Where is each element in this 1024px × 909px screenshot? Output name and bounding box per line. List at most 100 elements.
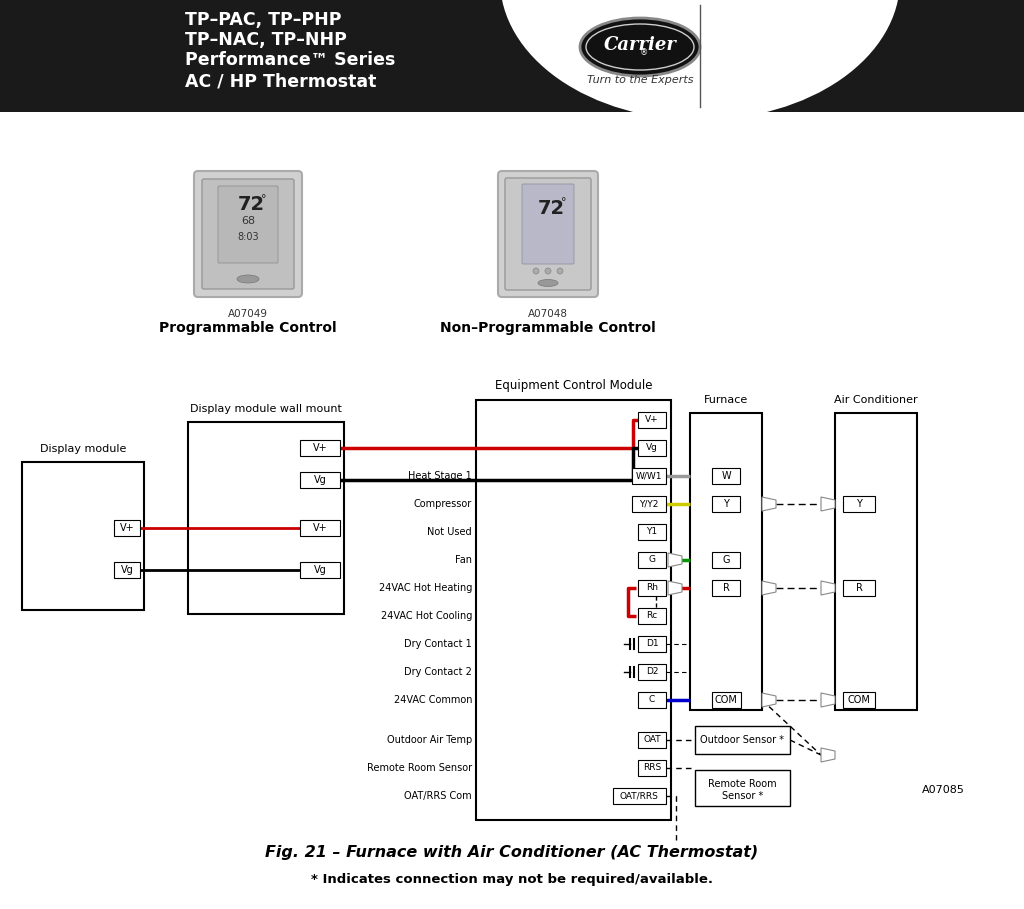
Bar	[0, 0, 1024, 112]
Polygon shape	[821, 497, 835, 511]
Bar	[638, 608, 666, 624]
Bar	[712, 552, 740, 568]
Text: Display module wall mount: Display module wall mount	[190, 404, 342, 414]
Text: C: C	[649, 695, 655, 704]
Polygon shape	[821, 693, 835, 707]
Bar	[638, 760, 666, 776]
Text: TP–NAC, TP–NHP: TP–NAC, TP–NHP	[185, 31, 347, 49]
Bar	[188, 422, 344, 614]
Bar	[22, 462, 144, 610]
Text: Compressor: Compressor	[414, 499, 472, 509]
Text: G: G	[648, 555, 655, 564]
Text: Vg: Vg	[121, 565, 133, 575]
Bar	[114, 562, 140, 578]
Text: Not Used: Not Used	[427, 527, 472, 537]
Ellipse shape	[500, 0, 900, 120]
Polygon shape	[821, 748, 835, 762]
Text: D2: D2	[646, 667, 658, 676]
Text: RRS: RRS	[643, 764, 662, 773]
Bar	[835, 413, 918, 710]
Text: Remote Room
Sensor *: Remote Room Sensor *	[709, 779, 777, 801]
Polygon shape	[668, 553, 682, 567]
Text: Rc: Rc	[646, 612, 657, 621]
Polygon shape	[821, 581, 835, 595]
Text: Vg: Vg	[313, 565, 327, 575]
Ellipse shape	[538, 279, 558, 286]
Bar	[638, 580, 666, 596]
Text: V+: V+	[312, 523, 328, 533]
Bar	[612, 788, 666, 804]
FancyBboxPatch shape	[505, 178, 591, 290]
Text: Equipment Control Module: Equipment Control Module	[495, 379, 652, 392]
Text: W/W1: W/W1	[636, 472, 663, 481]
Text: V+: V+	[312, 443, 328, 453]
Text: Performance™ Series: Performance™ Series	[185, 51, 395, 69]
Text: 24VAC Hot Heating: 24VAC Hot Heating	[379, 583, 472, 593]
Text: Heat Stage 1: Heat Stage 1	[409, 471, 472, 481]
Bar	[300, 440, 340, 456]
Bar	[632, 496, 666, 512]
Text: Programmable Control: Programmable Control	[159, 321, 337, 335]
Bar	[712, 580, 740, 596]
Bar	[638, 552, 666, 568]
Bar	[695, 770, 790, 806]
Bar	[638, 732, 666, 748]
Text: 68: 68	[241, 216, 255, 226]
Text: W: W	[721, 471, 731, 481]
Text: G: G	[722, 555, 730, 565]
Text: Dry Contact 2: Dry Contact 2	[404, 667, 472, 677]
Text: R: R	[723, 583, 729, 593]
Polygon shape	[762, 693, 776, 707]
Text: 8:03: 8:03	[238, 232, 259, 242]
Polygon shape	[762, 497, 776, 511]
Bar	[843, 496, 874, 512]
FancyBboxPatch shape	[218, 186, 278, 263]
Text: Outdoor Sensor *: Outdoor Sensor *	[700, 735, 784, 745]
Bar	[712, 468, 740, 484]
Bar	[638, 440, 666, 456]
Bar	[695, 726, 790, 754]
Text: Dry Contact 1: Dry Contact 1	[404, 639, 472, 649]
Text: Fig. 21 – Furnace with Air Conditioner (AC Thermostat): Fig. 21 – Furnace with Air Conditioner (…	[265, 844, 759, 860]
Text: Display module: Display module	[40, 444, 126, 454]
Text: 24VAC Hot Cooling: 24VAC Hot Cooling	[381, 611, 472, 621]
Text: V+: V+	[120, 523, 134, 533]
Text: A07049: A07049	[228, 309, 268, 319]
Text: 24VAC Common: 24VAC Common	[393, 695, 472, 705]
Text: R: R	[856, 583, 862, 593]
Text: V+: V+	[645, 415, 658, 425]
Bar	[300, 472, 340, 488]
Text: COM: COM	[715, 695, 737, 705]
Text: °: °	[261, 194, 266, 204]
Bar	[638, 664, 666, 680]
Text: * Indicates connection may not be required/available.: * Indicates connection may not be requir…	[311, 874, 713, 886]
Bar	[476, 400, 671, 820]
Text: Carrier: Carrier	[603, 36, 677, 54]
Bar	[638, 692, 666, 708]
Bar	[638, 412, 666, 428]
Bar	[300, 520, 340, 536]
Bar	[638, 524, 666, 540]
Text: 72: 72	[538, 198, 564, 217]
Bar	[300, 562, 340, 578]
Text: °: °	[561, 197, 566, 207]
Text: Outdoor Air Temp: Outdoor Air Temp	[387, 735, 472, 745]
Bar	[114, 520, 140, 536]
Text: Y/Y2: Y/Y2	[639, 500, 658, 508]
FancyBboxPatch shape	[522, 184, 574, 264]
Text: A07085: A07085	[922, 785, 965, 795]
Polygon shape	[668, 581, 682, 595]
Ellipse shape	[237, 275, 259, 283]
Text: Y: Y	[856, 499, 862, 509]
Text: TP–PAC, TP–PHP: TP–PAC, TP–PHP	[185, 11, 341, 29]
Text: Y: Y	[723, 499, 729, 509]
Bar	[638, 636, 666, 652]
Bar	[712, 496, 740, 512]
Text: ®: ®	[640, 48, 648, 57]
Bar	[712, 692, 740, 708]
Ellipse shape	[580, 18, 700, 76]
Ellipse shape	[586, 24, 694, 70]
Bar	[843, 692, 874, 708]
FancyBboxPatch shape	[498, 171, 598, 297]
Text: Furnace: Furnace	[703, 395, 749, 405]
